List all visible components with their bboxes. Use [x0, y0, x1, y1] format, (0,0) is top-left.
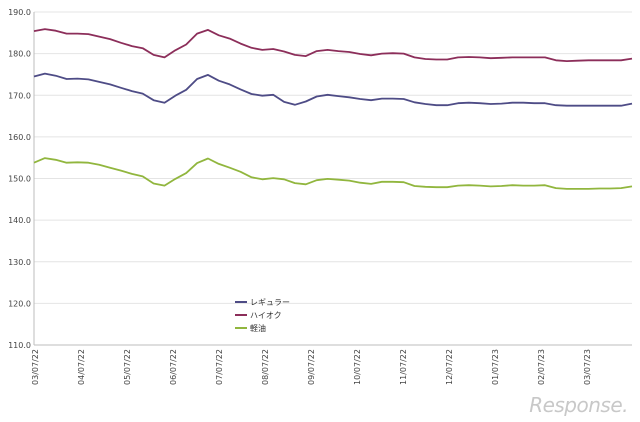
- x-tick-label: 11/07/22: [399, 349, 408, 385]
- y-tick-label: 140.0: [8, 216, 31, 225]
- y-tick-label: 190.0: [8, 8, 31, 17]
- x-tick-label: 04/07/22: [77, 349, 86, 385]
- legend-label: レギュラー: [250, 298, 290, 307]
- series-line: [33, 72, 633, 107]
- y-tick-label: 150.0: [8, 175, 31, 184]
- x-tick-label: 10/07/22: [353, 349, 362, 385]
- y-tick-label: 110.0: [8, 341, 31, 350]
- series-lines: [33, 28, 633, 190]
- y-axis-tick-labels: 110.0 120.0 130.0 140.0 150.0 160.0 170.0 180.0…: [8, 8, 31, 350]
- y-tick-label: 130.0: [8, 258, 31, 267]
- legend-label: 軽油: [250, 323, 266, 333]
- x-tick-label: 02/07/23: [537, 349, 546, 385]
- series-line: [33, 28, 633, 62]
- response-watermark-logo: Response.: [529, 393, 628, 417]
- x-tick-label: 03/07/23: [583, 349, 592, 385]
- x-tick-label: 03/07/22: [31, 349, 40, 385]
- x-tick-label: 12/07/22: [445, 349, 454, 385]
- x-tick-label: 05/07/22: [123, 349, 132, 385]
- y-tick-label: 160.0: [8, 133, 31, 142]
- x-tick-label: 06/07/22: [169, 349, 178, 385]
- x-tick-label: 08/07/22: [261, 349, 270, 385]
- x-tick-label: 09/07/22: [307, 349, 316, 385]
- series-line: [33, 157, 633, 190]
- y-tick-label: 120.0: [8, 299, 31, 308]
- x-tick-label: 01/07/23: [491, 349, 500, 385]
- x-axis-tick-labels: 03/07/22 04/07/22 05/07/22 06/07/22 07/07/22…: [31, 349, 592, 385]
- y-tick-label: 180.0: [8, 50, 31, 59]
- legend-label: ハイオク: [250, 311, 282, 320]
- y-tick-label: 170.0: [8, 91, 31, 100]
- x-tick-label: 07/07/22: [215, 349, 224, 385]
